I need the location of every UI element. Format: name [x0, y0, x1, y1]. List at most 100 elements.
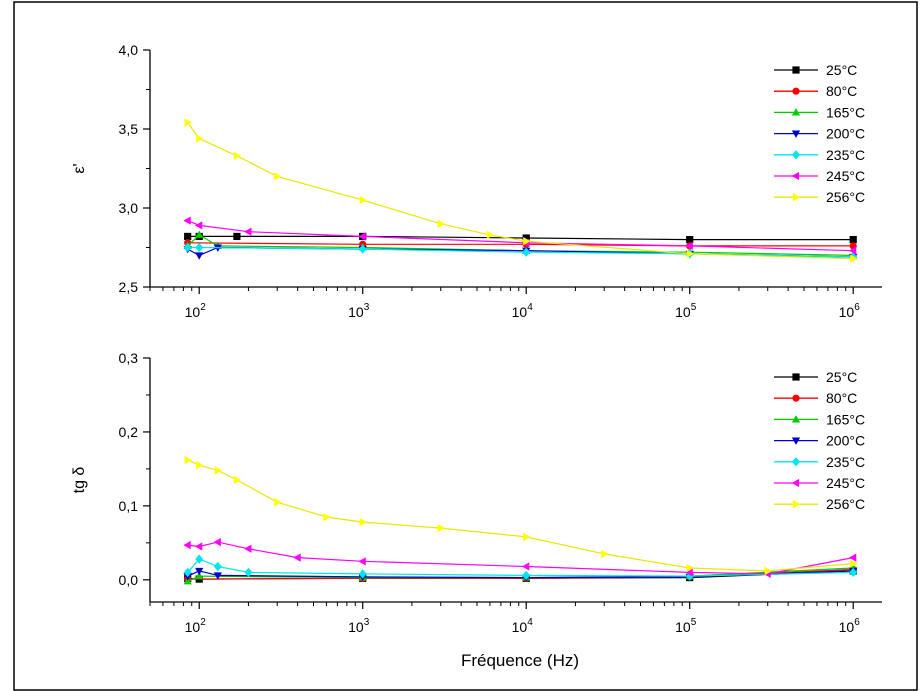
legend-marker — [791, 415, 801, 423]
data-point — [523, 237, 531, 246]
legend-marker — [792, 373, 800, 381]
data-point — [183, 540, 191, 550]
series-235°C — [183, 554, 858, 581]
data-point — [195, 252, 204, 260]
legend: 25°C 80°C 165°C 200°C 235°C 245°C 256°C — [774, 62, 865, 205]
series-256°C — [184, 455, 858, 576]
series-line — [187, 558, 854, 577]
data-point — [359, 195, 368, 205]
data-point — [233, 232, 241, 241]
data-point — [244, 567, 253, 578]
legend-marker — [791, 108, 801, 116]
data-point — [358, 557, 366, 566]
legend-marker — [792, 150, 800, 160]
data-point — [359, 518, 368, 527]
data-point — [522, 247, 531, 257]
data-point — [764, 566, 773, 576]
data-point — [183, 216, 191, 225]
data-point — [358, 244, 367, 254]
x-tick-label: 104 — [512, 617, 534, 635]
legend-marker — [792, 66, 800, 74]
data-point — [521, 562, 530, 571]
legend-label: 235°C — [826, 147, 865, 163]
y-tick-label: 0,3 — [119, 350, 139, 366]
legend-label: 235°C — [826, 454, 865, 470]
legend-label: 245°C — [826, 168, 865, 184]
data-point — [274, 172, 282, 181]
x-tick-label: 105 — [675, 302, 697, 320]
data-point — [213, 561, 222, 572]
tan-delta-plot: 0,0 0,1 0,2 0,3 102 103 104 105 106 tg δ Fréquence… — [71, 350, 882, 670]
legend-marker — [791, 130, 801, 138]
legend-marker — [792, 394, 800, 402]
data-point — [293, 553, 301, 562]
data-point — [323, 512, 331, 522]
legend-label: 165°C — [826, 104, 865, 120]
y-tick-label: 3,5 — [119, 121, 139, 137]
data-point — [437, 523, 446, 533]
legend-label: 25°C — [826, 369, 857, 385]
data-point — [213, 537, 221, 547]
y-axis-label: tg δ — [71, 467, 88, 494]
legend-marker — [792, 193, 801, 202]
legend-marker — [791, 437, 801, 445]
legend-label: 165°C — [826, 411, 865, 427]
y-tick-label: 2,5 — [119, 279, 139, 295]
data-point — [214, 466, 223, 475]
legend-label: 25°C — [826, 62, 857, 78]
epsilon-plot: 2,5 3,0 3,5 4,0 102 103 104 105 106 ε' 25°C 80°C 165… — [71, 42, 882, 320]
data-point — [523, 532, 531, 542]
legend-marker — [792, 87, 800, 95]
data-point — [195, 554, 204, 564]
y-tick-label: 0,2 — [119, 424, 139, 440]
legend-label: 80°C — [826, 83, 857, 99]
data-point — [244, 544, 252, 553]
legend-marker — [791, 478, 800, 488]
data-point — [850, 559, 858, 568]
x-tick-label: 102 — [185, 302, 207, 320]
data-point — [195, 567, 204, 576]
data-point — [233, 151, 242, 160]
data-point — [848, 553, 857, 562]
data-point — [184, 118, 192, 127]
data-point — [849, 236, 857, 244]
x-axis-label: Fréquence (Hz) — [461, 651, 579, 670]
y-tick-label: 4,0 — [119, 42, 139, 58]
data-point — [195, 571, 204, 580]
data-point — [194, 221, 203, 230]
y-tick-label: 0,1 — [119, 498, 139, 514]
data-point — [233, 475, 242, 485]
data-point — [601, 549, 609, 559]
y-axis-label: ε' — [71, 163, 88, 173]
data-point — [195, 242, 204, 253]
x-tick-label: 103 — [348, 617, 370, 635]
data-point — [183, 242, 192, 253]
data-point — [195, 230, 204, 238]
data-point — [686, 563, 695, 573]
x-tick-label: 104 — [512, 302, 534, 320]
data-point — [685, 241, 693, 251]
legend: 25°C 80°C 165°C 200°C 235°C 245°C 256°C — [774, 369, 865, 512]
data-point — [196, 134, 204, 143]
x-tick-label: 106 — [839, 302, 861, 320]
y-tick-label: 0,0 — [119, 572, 139, 588]
data-point — [194, 542, 203, 551]
data-point — [244, 227, 252, 236]
data-point — [850, 254, 858, 263]
data-point — [183, 567, 192, 578]
legend-label: 200°C — [826, 126, 865, 142]
data-point — [184, 232, 192, 241]
x-tick-label: 105 — [675, 617, 697, 635]
x-tick-label: 106 — [839, 617, 861, 635]
legend-label: 256°C — [826, 189, 865, 205]
data-point — [358, 232, 366, 241]
data-point — [686, 249, 695, 258]
legend-marker — [791, 171, 800, 181]
x-tick-label: 102 — [185, 617, 207, 635]
data-point — [437, 219, 446, 228]
legend-label: 80°C — [826, 390, 857, 406]
data-point — [849, 567, 858, 578]
y-tick-label: 3,0 — [119, 200, 139, 216]
data-point — [486, 230, 495, 239]
